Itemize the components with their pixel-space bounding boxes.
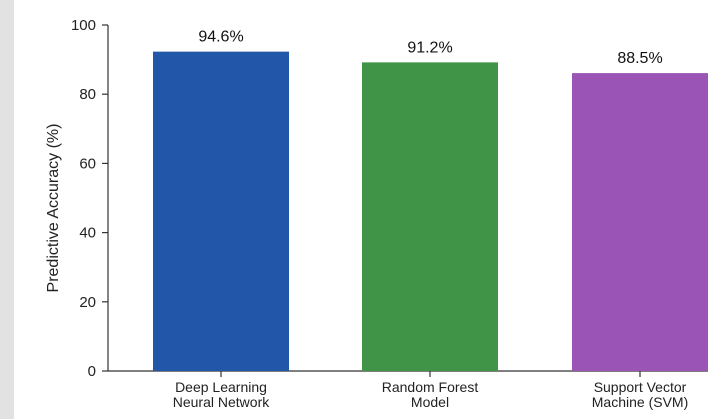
x-axis [108,370,708,377]
x-ticks [220,371,641,377]
y-tick-label: 100 [71,17,96,34]
bar [362,62,498,371]
y-tick-label: 0 [88,363,96,380]
page-edge [0,0,14,419]
data-label: 88.5% [617,50,662,67]
bar [153,51,289,371]
data-label: 91.2% [407,39,452,56]
category-label: Machine (SVM) [592,394,688,410]
y-axis-title: Predictive Accuracy (%) [45,124,62,293]
category-label: Random Forest [382,379,479,395]
y-tick-label: 20 [79,294,96,311]
bar [572,73,708,372]
category-label: Support Vector [594,379,687,395]
y-axis: 0 20 40 60 80 100 [71,17,109,380]
y-tick-label: 60 [79,155,96,172]
y-tick-label: 80 [79,86,96,103]
y-ticks: 0 20 40 60 80 100 [71,17,108,380]
bars [153,51,708,372]
data-label: 94.6% [198,29,243,46]
category-label: Model [411,394,449,410]
data-labels: 94.6% 91.2% 88.5% [198,29,662,67]
category-label: Neural Network [173,394,270,410]
y-tick-label: 40 [79,225,96,242]
category-label: Deep Learning [175,379,267,395]
